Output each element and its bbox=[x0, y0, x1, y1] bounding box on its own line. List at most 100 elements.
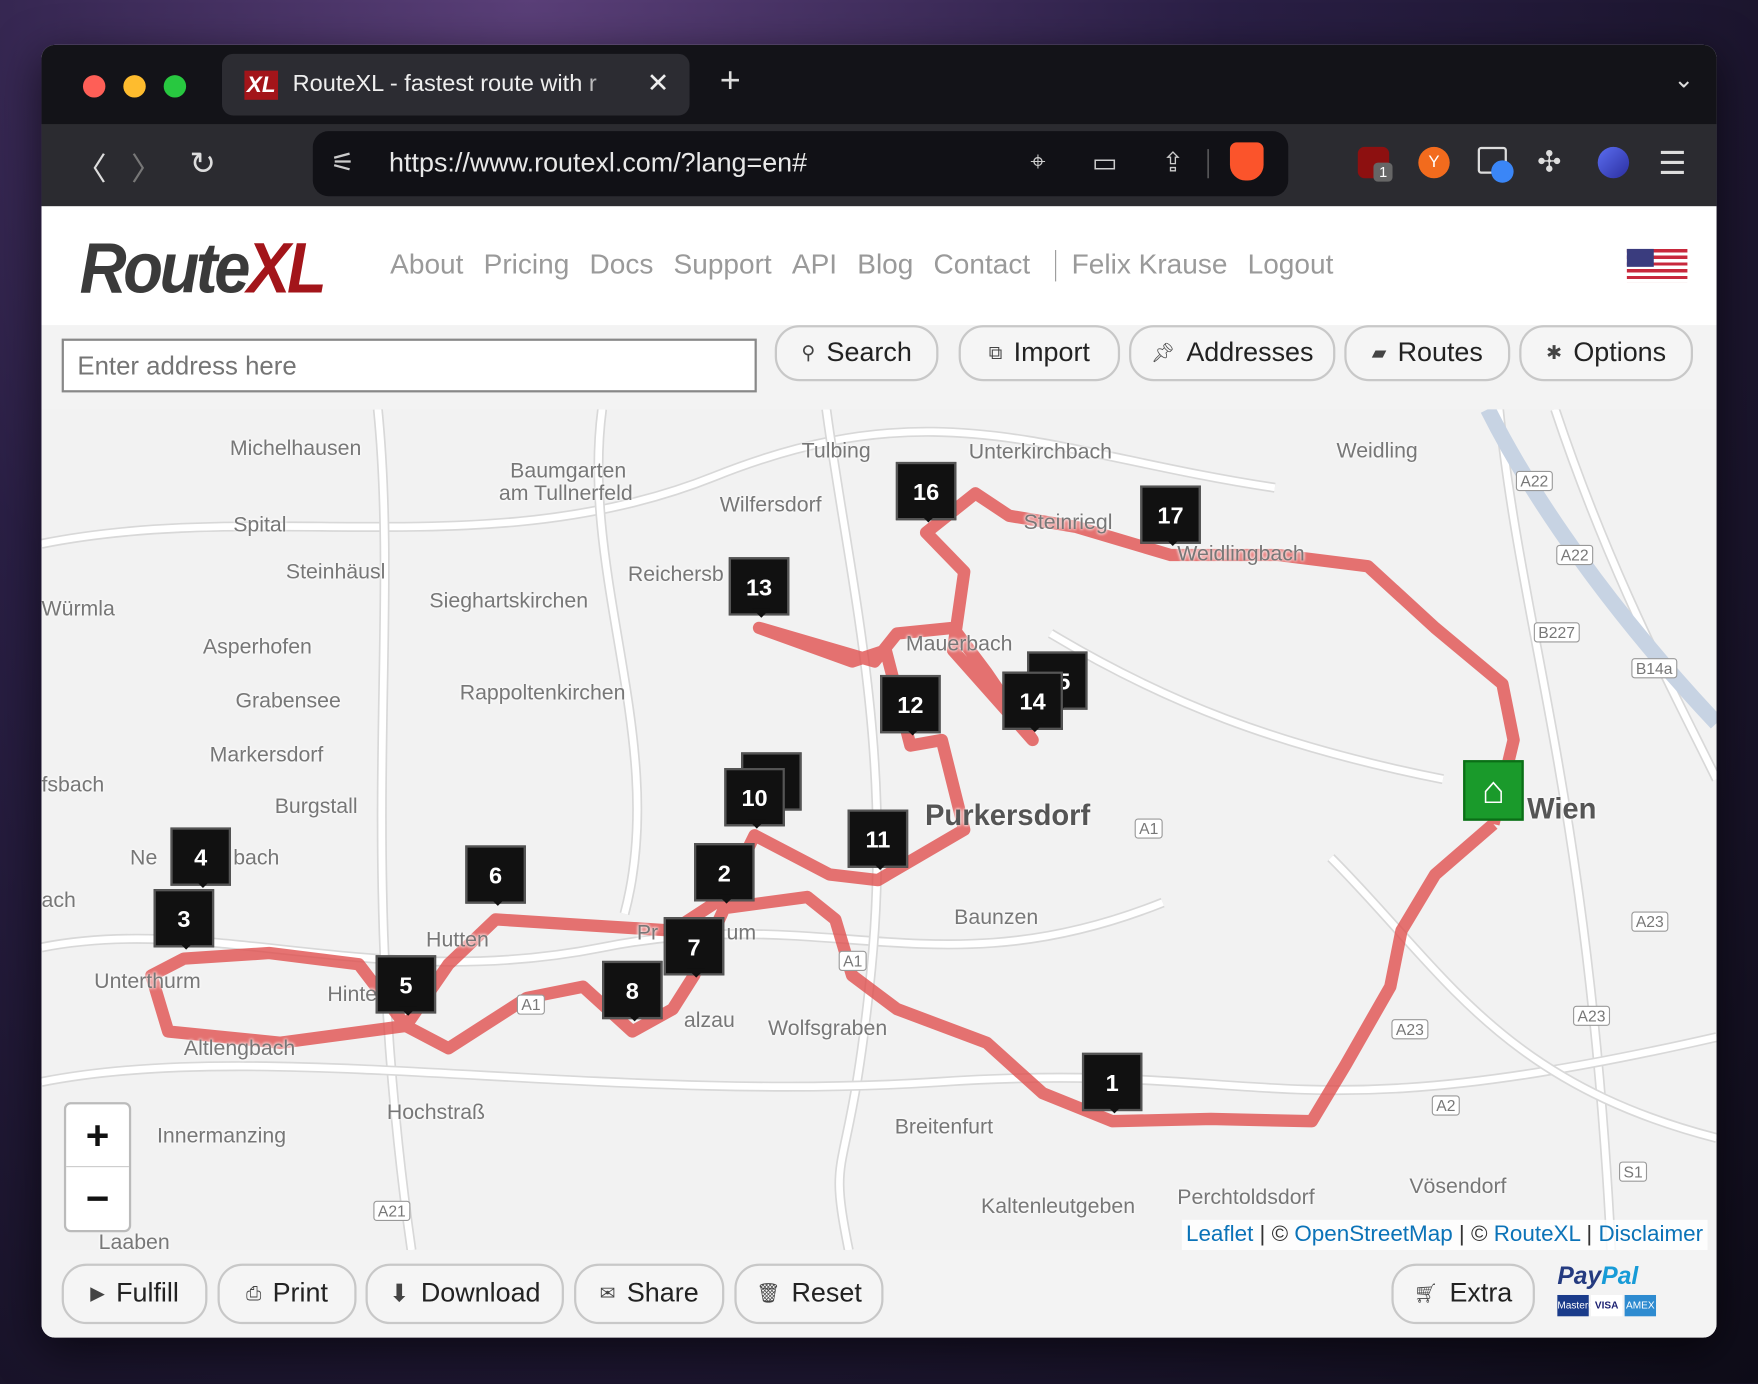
road-shield: A23 bbox=[1631, 911, 1669, 932]
map-place-label: bach bbox=[233, 846, 280, 871]
close-window-button[interactable] bbox=[82, 75, 106, 98]
nav-pricing[interactable]: Pricing bbox=[483, 248, 570, 281]
route-stop-marker[interactable]: 14 bbox=[1002, 671, 1063, 733]
nav-logout[interactable]: Logout bbox=[1247, 248, 1334, 281]
road-shield: A21 bbox=[373, 1200, 411, 1221]
nav-divider bbox=[1054, 250, 1056, 282]
map-place-label: Wien bbox=[1527, 791, 1597, 826]
route-stop-marker[interactable]: 13 bbox=[728, 557, 790, 618]
route-stop-marker[interactable]: 4 bbox=[170, 827, 231, 888]
route-map[interactable]: A21 S1 A2 A23 A23 A23 A1 A1 A1 B14a B227 A22 A22 Laab… bbox=[41, 409, 1717, 1251]
divider bbox=[1207, 149, 1209, 179]
road bbox=[595, 409, 641, 915]
location-pin-icon[interactable]: ⌖ bbox=[1030, 146, 1046, 178]
route-stop-marker[interactable]: 1 bbox=[1081, 1052, 1143, 1114]
site-settings-icon[interactable]: ⚟ bbox=[330, 147, 355, 179]
route-stop-marker[interactable]: 6 bbox=[465, 845, 526, 906]
map-place-label: Hutten bbox=[426, 928, 489, 952]
route-stop-marker[interactable]: 17 bbox=[1140, 485, 1201, 547]
nav-docs[interactable]: Docs bbox=[589, 248, 654, 281]
route-stop-marker[interactable]: 10 bbox=[724, 768, 785, 829]
options-button[interactable]: ✱ Options bbox=[1519, 325, 1694, 382]
routexl-favicon: XL bbox=[244, 70, 279, 100]
import-icon: ⧉ bbox=[988, 341, 1003, 364]
map-place-label: Vösendorf bbox=[1409, 1175, 1507, 1199]
map-place-label: um bbox=[726, 921, 757, 946]
bookmark-extension-icon[interactable] bbox=[1477, 146, 1514, 183]
leaflet-link[interactable]: Leaflet bbox=[1185, 1222, 1254, 1247]
y-extension-icon[interactable]: Y bbox=[1418, 146, 1450, 179]
share-icon[interactable]: ⇪ bbox=[1161, 147, 1185, 179]
route-stop-marker[interactable]: 5 bbox=[375, 955, 437, 1016]
zoom-out-button[interactable]: − bbox=[66, 1166, 129, 1229]
search-button[interactable]: ⚲ Search bbox=[774, 325, 939, 382]
home-icon[interactable]: ⌂ bbox=[1463, 760, 1524, 821]
address-bar[interactable]: ⚟ https://www.routexl.com/?lang=en# ⌖ ▭ … bbox=[312, 131, 1289, 197]
extra-button[interactable]: 🛒︎ Extra bbox=[1391, 1263, 1535, 1325]
reset-button[interactable]: 🗑︎ Reset bbox=[734, 1263, 884, 1325]
install-app-icon[interactable]: ▭ bbox=[1092, 147, 1118, 179]
close-tab-icon[interactable]: ✕ bbox=[646, 68, 670, 99]
back-icon[interactable]: 〈 bbox=[75, 151, 107, 187]
route-stop-marker[interactable]: 12 bbox=[880, 674, 941, 736]
nav-support[interactable]: Support bbox=[673, 248, 772, 281]
menu-icon[interactable]: ☰ bbox=[1658, 145, 1687, 181]
new-tab-button[interactable]: + bbox=[719, 59, 741, 100]
nav-blog[interactable]: Blog bbox=[857, 248, 914, 281]
nav-user[interactable]: Felix Krause bbox=[1071, 248, 1228, 281]
print-button[interactable]: ⎙ Print bbox=[217, 1263, 357, 1325]
extensions-puzzle-icon[interactable]: ✣ bbox=[1537, 144, 1562, 179]
map-place-label: Wilfersdorf bbox=[719, 493, 822, 517]
amex-icon: AMEX bbox=[1624, 1294, 1657, 1317]
road-shield: B227 bbox=[1533, 622, 1580, 643]
map-place-label: Tulbing bbox=[801, 439, 871, 464]
vpn-extension-icon[interactable] bbox=[1597, 146, 1630, 179]
tab-list-chevron-icon[interactable]: ⌄ bbox=[1673, 65, 1695, 94]
forward-icon[interactable]: 〉 bbox=[131, 151, 163, 187]
tab-routexl[interactable]: XL RouteXL - fastest route with r ✕ bbox=[221, 53, 690, 116]
routes-button[interactable]: ▰ Routes bbox=[1344, 325, 1511, 382]
ublock-extension-icon[interactable]: 1 bbox=[1357, 146, 1393, 182]
routexl-logo[interactable]: RouteXL bbox=[79, 228, 327, 309]
us-flag-icon[interactable] bbox=[1626, 248, 1688, 283]
road bbox=[41, 428, 1276, 548]
route-stop-marker[interactable]: 16 bbox=[895, 461, 957, 523]
url-text[interactable]: https://www.routexl.com/?lang=en# bbox=[389, 147, 808, 179]
map-place-label: Reichersb bbox=[627, 562, 724, 587]
route-stop-marker[interactable]: 7 bbox=[663, 917, 725, 978]
brave-shield-icon[interactable] bbox=[1229, 142, 1264, 181]
nav-contact[interactable]: Contact bbox=[933, 248, 1031, 281]
download-button[interactable]: ⬇ Download bbox=[365, 1263, 564, 1325]
map-attribution: Leaflet | © OpenStreetMap | © RouteXL | … bbox=[1181, 1219, 1708, 1251]
maximize-window-button[interactable] bbox=[163, 75, 187, 98]
site-header: RouteXL About Pricing Docs Support API Blog Co… bbox=[41, 206, 1717, 326]
map-place-label: Unterkirchbach bbox=[968, 440, 1112, 465]
trash-icon: 🗑︎ bbox=[756, 1282, 781, 1304]
map-place-label: Purkersdorf bbox=[924, 798, 1091, 832]
map-place-label: Weidlingbach bbox=[1177, 542, 1305, 567]
road-shield: B14a bbox=[1631, 658, 1677, 679]
addresses-button[interactable]: 📌︎ Addresses bbox=[1129, 325, 1336, 382]
routexl-link[interactable]: RouteXL bbox=[1493, 1222, 1581, 1247]
address-input[interactable] bbox=[61, 338, 757, 393]
route-stop-marker[interactable]: 8 bbox=[602, 960, 663, 1022]
nav-about[interactable]: About bbox=[390, 248, 464, 281]
reload-icon[interactable]: ↻ bbox=[189, 145, 216, 181]
openstreetmap-link[interactable]: OpenStreetMap bbox=[1294, 1222, 1453, 1247]
paypal-logo[interactable]: PayPal MasterCard VISA AMEX bbox=[1557, 1261, 1657, 1317]
disclaimer-link[interactable]: Disclaimer bbox=[1598, 1222, 1704, 1247]
map-place-label: Michelhausen bbox=[229, 437, 362, 461]
nav-api[interactable]: API bbox=[791, 248, 838, 281]
zoom-in-button[interactable]: + bbox=[85, 1112, 110, 1159]
import-button[interactable]: ⧉ Import bbox=[958, 325, 1121, 382]
minimize-window-button[interactable] bbox=[123, 75, 146, 98]
route-stop-marker[interactable]: 2 bbox=[694, 843, 755, 904]
route-stop-marker[interactable]: 3 bbox=[153, 889, 215, 950]
fulfill-button[interactable]: ▶ Fulfill bbox=[61, 1263, 208, 1325]
map-place-label: Perchtoldsdorf bbox=[1177, 1186, 1315, 1210]
map-place-label: Breitenfurt bbox=[894, 1115, 993, 1140]
route-stop-marker[interactable]: 11 bbox=[847, 809, 909, 871]
road-shield: A23 bbox=[1573, 1005, 1610, 1026]
share-button[interactable]: ✉ Share bbox=[574, 1263, 725, 1325]
map-place-label: Spital bbox=[233, 513, 287, 538]
